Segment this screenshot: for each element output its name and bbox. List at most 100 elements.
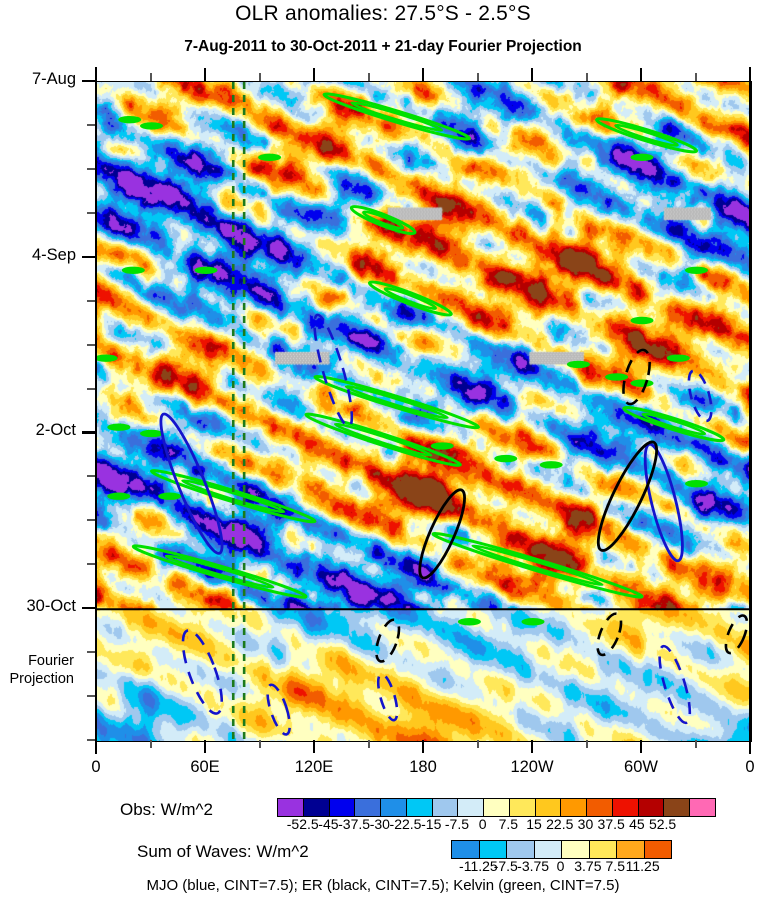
x-axis-label: 60W bbox=[624, 758, 658, 776]
kelvin-contour bbox=[322, 92, 471, 141]
olr-anomaly-field bbox=[97, 82, 751, 741]
kelvin-contour-inner bbox=[641, 412, 707, 436]
x-tick-major-top bbox=[422, 68, 425, 81]
x-axis-label: 120W bbox=[510, 758, 554, 776]
waves-colorbar-label: Sum of Waves: W/m^2 bbox=[137, 842, 309, 861]
colorbar-cell bbox=[278, 799, 303, 816]
x-tick-major-top bbox=[640, 68, 643, 81]
y-axis-label: 30-Oct bbox=[26, 597, 76, 616]
y-tick-minor bbox=[87, 343, 96, 346]
x-tick-major-top bbox=[313, 68, 316, 81]
page-subtitle: 7-Aug-2011 to 30-Oct-2011 + 21-day Fouri… bbox=[184, 38, 582, 55]
kelvin-contour bbox=[149, 469, 317, 524]
kelvin-contour bbox=[595, 117, 699, 154]
waves-colorbar bbox=[451, 840, 672, 859]
kelvin-contour bbox=[313, 374, 481, 430]
colorbar-tick: 37.5 bbox=[597, 816, 625, 832]
y-tick-major bbox=[82, 80, 96, 83]
mjo-contour-dashed bbox=[181, 629, 224, 715]
colorbar-tick: 11.25 bbox=[625, 858, 660, 874]
colorbar-cell bbox=[354, 799, 381, 816]
kelvin-contour-short bbox=[539, 461, 563, 469]
colorbar-cell bbox=[637, 799, 664, 816]
colorbar-tick: -22.5 bbox=[389, 816, 422, 832]
y-tick-major bbox=[82, 607, 96, 610]
kelvin-contour-inner bbox=[181, 479, 286, 514]
x-tick-minor-top bbox=[585, 73, 588, 81]
y-axis-spine-right bbox=[749, 67, 751, 754]
colorbar-tick: -45 bbox=[318, 816, 339, 832]
er-contour-dashed bbox=[375, 618, 401, 663]
colorbar-cell bbox=[534, 799, 561, 816]
fourier-projection-label-line2: Projection bbox=[9, 670, 74, 687]
x-tick-major bbox=[313, 740, 316, 753]
y-tick-minor bbox=[87, 695, 96, 698]
kelvin-contour-inner bbox=[362, 210, 405, 230]
mjo-contour-dashed bbox=[376, 672, 399, 722]
wave-legend-note: MJO (blue, CINT=7.5); ER (black, CINT=7.… bbox=[146, 877, 620, 894]
colorbar-tick: -11.25 bbox=[459, 858, 498, 874]
kelvin-contour-short bbox=[630, 316, 654, 325]
colorbar-tick: 0 bbox=[556, 858, 565, 874]
colorbar-tick: 0 bbox=[478, 816, 487, 832]
kelvin-contour bbox=[431, 531, 644, 599]
kelvin-contour-inner bbox=[471, 544, 604, 587]
kelvin-contour bbox=[622, 406, 726, 443]
kelvin-contour-inner bbox=[333, 422, 433, 457]
kelvin-contour-inner bbox=[350, 101, 444, 132]
y-tick-minor bbox=[87, 519, 96, 522]
y-tick-major bbox=[82, 255, 96, 258]
colorbar-tick: -3.75 bbox=[517, 858, 550, 874]
y-tick-minor bbox=[87, 387, 96, 390]
x-axis-label: 0 bbox=[745, 758, 755, 776]
y-tick-minor bbox=[87, 123, 96, 126]
colorbar-cell bbox=[457, 799, 484, 816]
x-tick-major-top bbox=[531, 68, 534, 81]
obs-colorbar-ticks: -52.5 -45 -37.5 -30 -22.5 -15 -7.5 0 7.5 15 22.5 30… bbox=[277, 816, 714, 832]
y-tick-minor bbox=[87, 651, 96, 654]
colorbar-tick: 45 bbox=[629, 816, 645, 832]
colorbar-cell bbox=[616, 841, 644, 858]
colorbar-tick: 7.5 bbox=[605, 858, 625, 874]
kelvin-contour-short bbox=[494, 454, 518, 463]
mjo-contour bbox=[159, 412, 224, 555]
y-axis-spine bbox=[95, 67, 97, 754]
colorbar-cell bbox=[328, 799, 355, 816]
x-tick-major bbox=[640, 740, 643, 753]
colorbar-cell bbox=[611, 799, 638, 816]
er-contour-dashed bbox=[622, 348, 651, 406]
colorbar-tick: 30 bbox=[577, 816, 594, 832]
kelvin-contour-short bbox=[258, 153, 282, 162]
colorbar-cell bbox=[508, 799, 535, 816]
colorbar-tick: -52.5 bbox=[286, 816, 319, 832]
page-title: OLR anomalies: 27.5°S - 2.5°S bbox=[235, 2, 531, 25]
kelvin-contour-short bbox=[118, 115, 142, 124]
kelvin-contour-short bbox=[566, 360, 590, 369]
x-tick-minor bbox=[476, 740, 479, 748]
colorbar-cell bbox=[405, 799, 432, 816]
kelvin-contour-inner bbox=[344, 384, 449, 420]
kelvin-contour-short bbox=[107, 423, 131, 431]
x-tick-minor bbox=[149, 740, 152, 748]
colorbar-tick: -7.5 bbox=[444, 816, 469, 832]
colorbar-cell bbox=[380, 799, 406, 816]
colorbar-cell bbox=[302, 799, 329, 816]
x-tick-minor bbox=[258, 740, 261, 748]
kelvin-contour-short bbox=[685, 266, 708, 274]
colorbar-cell bbox=[561, 841, 589, 858]
y-tick-minor bbox=[87, 211, 96, 214]
er-contour bbox=[418, 488, 466, 580]
colorbar-cell bbox=[483, 799, 509, 816]
colorbar-cell bbox=[533, 841, 561, 858]
y-tick-major bbox=[82, 431, 96, 434]
x-tick-major bbox=[204, 740, 207, 753]
kelvin-contour-short bbox=[521, 618, 545, 626]
waves-colorbar-ticks: -11.25 -7.5 -3.75 0 3.75 7.5 11.25 bbox=[451, 858, 670, 874]
x-tick-minor bbox=[585, 740, 588, 748]
colorbar-cell bbox=[586, 799, 612, 816]
colorbar-tick: -15 bbox=[421, 816, 442, 832]
x-tick-minor-top bbox=[476, 73, 479, 81]
kelvin-contour-inner bbox=[614, 123, 679, 147]
y-axis-label: 4-Sep bbox=[31, 245, 76, 264]
